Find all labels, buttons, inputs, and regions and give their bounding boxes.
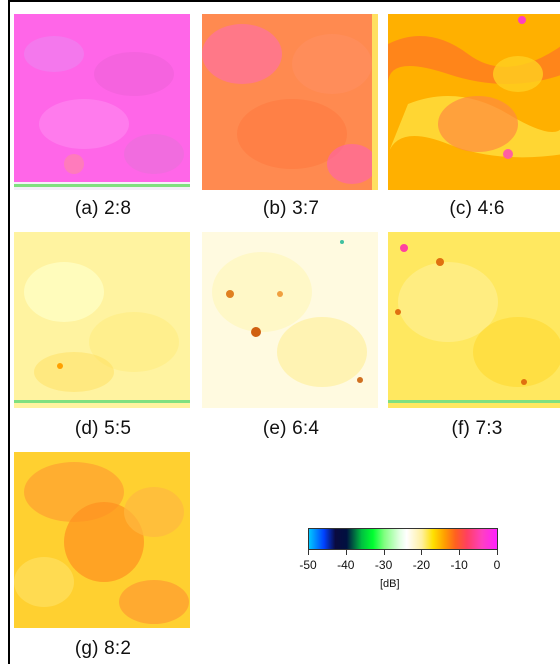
panel-d-caption: (d) 5:5 xyxy=(74,418,132,439)
colorbar-tick-label: -10 xyxy=(450,558,468,572)
panel-e-caption: (e) 6:4 xyxy=(262,418,320,439)
colorbar-tick-label: -30 xyxy=(374,558,393,572)
panel-e-image xyxy=(202,232,378,408)
panel-a-image xyxy=(14,14,190,190)
panel-f-image xyxy=(388,232,560,408)
colorbar-unit: [dB] xyxy=(380,578,400,590)
colorbar-tick-label: -20 xyxy=(412,558,431,572)
colorbar-gradient xyxy=(308,528,498,550)
figure-frame xyxy=(8,0,560,664)
panel-c-image xyxy=(388,14,560,190)
panel-b-image xyxy=(202,14,378,190)
panel-f-caption: (f) 7:3 xyxy=(451,418,503,439)
colorbar-tick-label: -40 xyxy=(337,558,355,572)
colorbar-ticks xyxy=(308,550,498,556)
colorbar-tick-label: 0 xyxy=(493,558,501,572)
panel-d-image xyxy=(14,232,190,408)
panel-g-image xyxy=(14,452,190,628)
colorbar-tick-label: -50 xyxy=(299,558,317,572)
panel-g-caption: (g) 8:2 xyxy=(74,638,132,659)
panel-b-caption: (b) 3:7 xyxy=(262,198,320,219)
panel-a-caption: (a) 2:8 xyxy=(74,198,132,219)
colorbar: -50 -40 -30 -20 -10 0 [dB] xyxy=(299,528,501,608)
panel-c-caption: (c) 4:6 xyxy=(449,198,505,219)
